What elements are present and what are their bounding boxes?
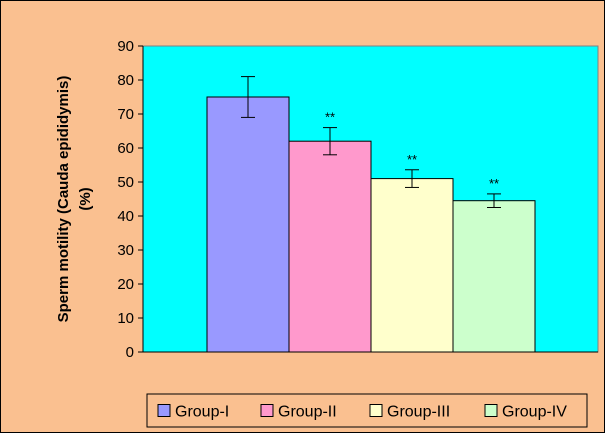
bar-group-iii [370,178,454,353]
legend-swatch-group-iii [369,404,383,417]
y-tick-label: 40 [117,208,134,225]
significance-label: ** [407,152,417,167]
y-tick-label: 90 [117,38,134,55]
bar-group-ii [288,140,372,353]
y-axis-title-line1: Sperm motility (Cauda epididymis) [55,76,72,323]
bars [206,96,536,353]
legend-box [146,393,588,428]
significance-label: ** [489,176,499,191]
legend: Group-I Group-II Group-III Group-IV [146,393,588,428]
legend-swatch-group-iv [484,404,498,417]
y-tick-label: 30 [117,242,134,259]
legend-label-group-iv: Group-IV [502,404,567,421]
legend-swatch-group-ii [260,404,274,417]
y-tick-label: 20 [117,276,134,293]
y-tick-label: 10 [117,310,134,327]
y-tick-label: 50 [117,174,134,191]
y-axis-title: Sperm motility (Cauda epididymis) (%) [55,76,94,323]
error-bars [241,76,501,208]
y-axis-title-line2: (%) [77,187,94,210]
y-tick-label: 70 [117,106,134,123]
y-tick-label: 0 [126,344,134,361]
legend-label-group-i: Group-I [175,404,229,421]
y-tick-label: 60 [117,140,134,157]
bar-group-i [206,96,290,353]
bar-group-iv [452,200,536,353]
y-tick-label: 80 [117,72,134,89]
significance-label: ** [325,110,335,125]
legend-label-group-ii: Group-II [278,404,337,421]
legend-swatch-group-i [157,404,171,417]
significance-annotations: ** ** ** [325,110,499,191]
legend-label-group-iii: Group-III [387,404,450,421]
